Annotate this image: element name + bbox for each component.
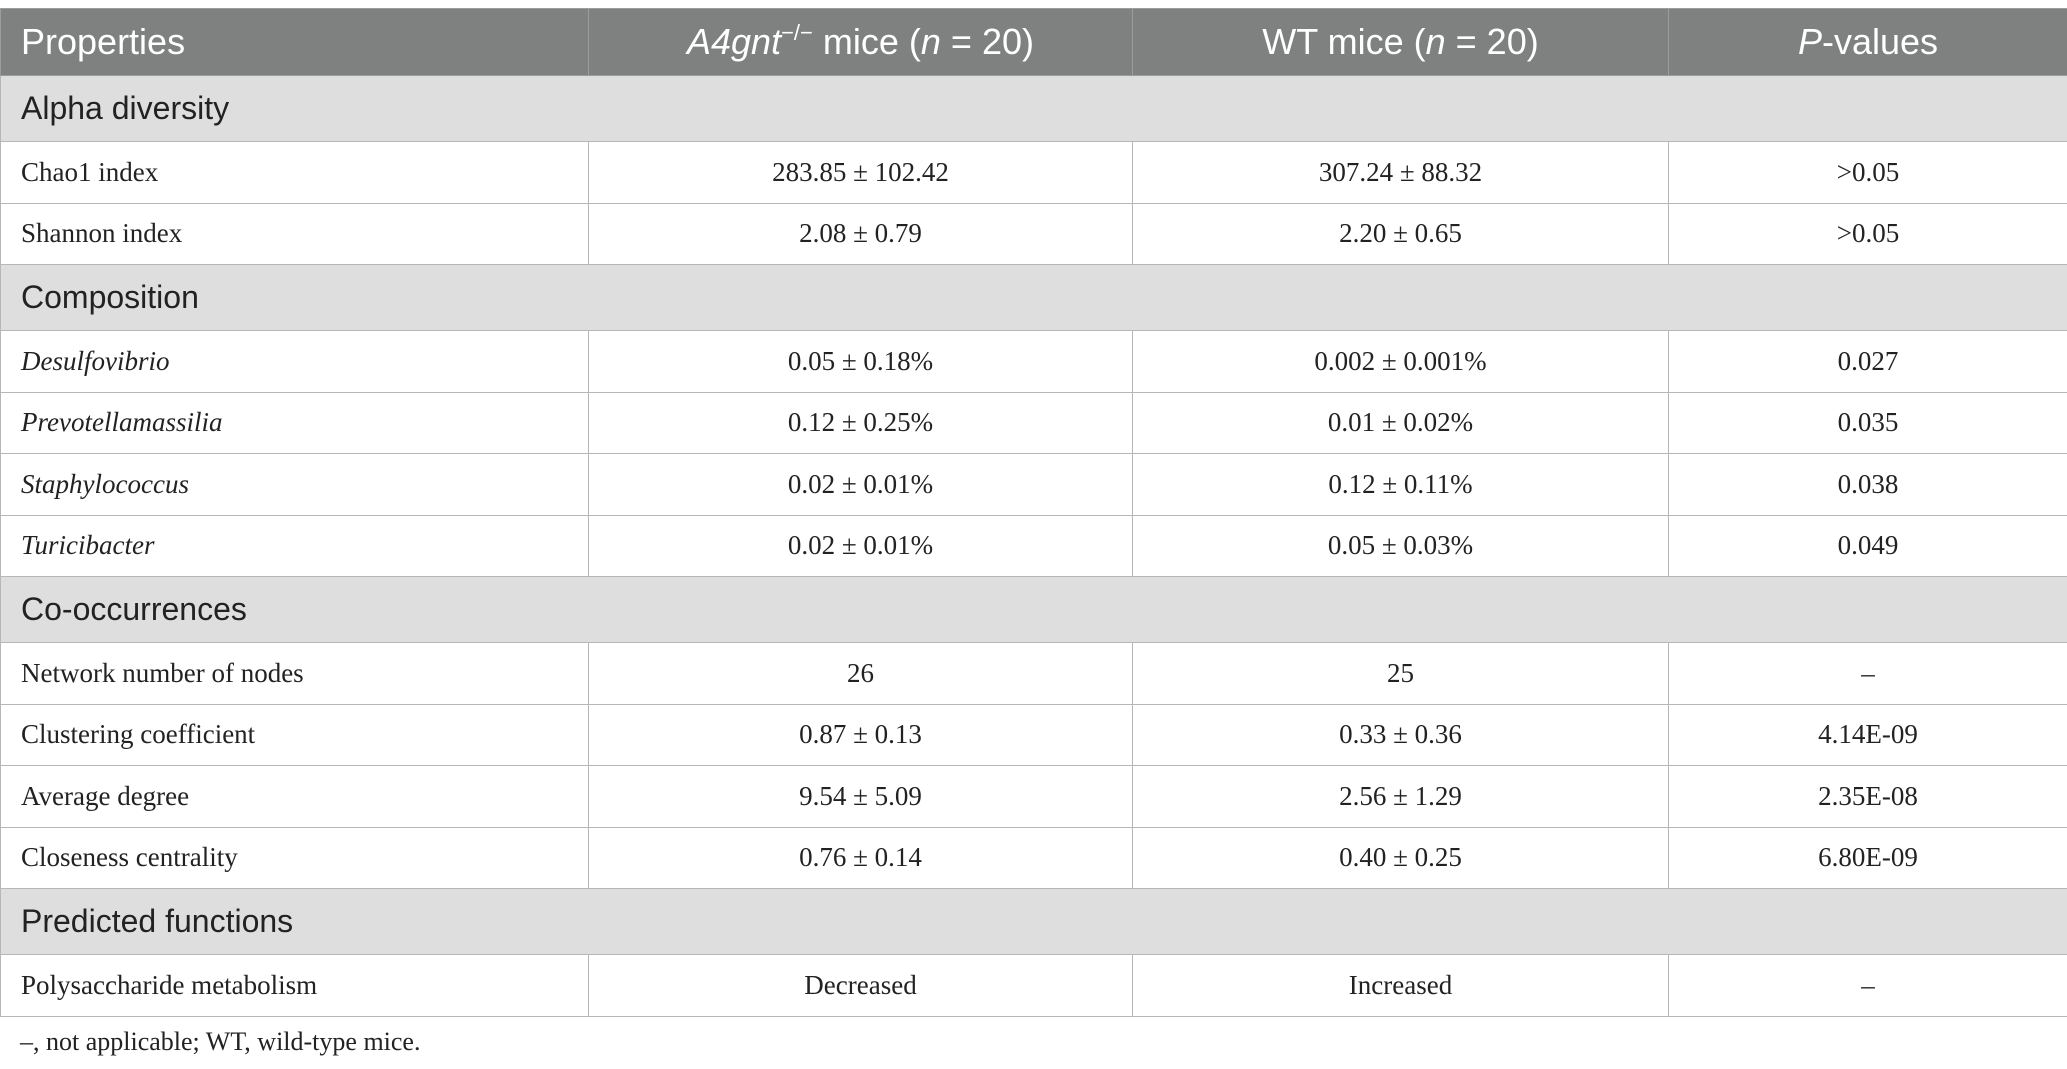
cell-a4gnt: 283.85 ± 102.42 [588, 141, 1133, 204]
cell-p-value: >0.05 [1668, 202, 2067, 265]
header-row: Properties A4gnt−/− mice (n = 20) WT mic… [0, 8, 2067, 76]
cell-wt: 0.12 ± 0.11% [1132, 453, 1669, 516]
section-row-co-occurrences: Co-occurrences [0, 576, 2067, 643]
table-row: Chao1 index 283.85 ± 102.42 307.24 ± 88.… [0, 141, 2067, 204]
header-a4gnt-count: = 20) [940, 21, 1034, 62]
row-label: Shannon index [0, 202, 589, 265]
row-label: Desulfovibrio [0, 330, 589, 393]
header-p-text: -values [1821, 21, 1939, 62]
header-wt-n: n [1425, 21, 1446, 62]
section-title: Predicted functions [0, 888, 2067, 955]
cell-wt: 2.56 ± 1.29 [1132, 765, 1669, 828]
cell-wt: 2.20 ± 0.65 [1132, 202, 1669, 265]
table-row: Clustering coefficient 0.87 ± 0.13 0.33 … [0, 703, 2067, 766]
header-properties: Properties [0, 8, 589, 76]
row-label: Clustering coefficient [0, 703, 589, 766]
cell-p-value: 0.049 [1668, 514, 2067, 577]
table-row: Polysaccharide metabolism Decreased Incr… [0, 954, 2067, 1017]
cell-p-value: 4.14E-09 [1668, 703, 2067, 766]
cell-p-value: >0.05 [1668, 141, 2067, 204]
cell-p-value: 0.038 [1668, 453, 2067, 516]
section-row-composition: Composition [0, 264, 2067, 331]
cell-p-value: 6.80E-09 [1668, 826, 2067, 889]
row-label: Closeness centrality [0, 826, 589, 889]
table-row: Closeness centrality 0.76 ± 0.14 0.40 ± … [0, 826, 2067, 889]
section-title: Composition [0, 264, 2067, 331]
header-p-values: P-values [1668, 8, 2067, 76]
section-title: Alpha diversity [0, 75, 2067, 142]
properties-table: Properties A4gnt−/− mice (n = 20) WT mic… [0, 8, 2067, 1017]
cell-p-value: – [1668, 954, 2067, 1017]
table-row: Shannon index 2.08 ± 0.79 2.20 ± 0.65 >0… [0, 202, 2067, 265]
header-wt-count: = 20) [1445, 21, 1539, 62]
table-row: Average degree 9.54 ± 5.09 2.56 ± 1.29 2… [0, 765, 2067, 828]
cell-a4gnt: 0.05 ± 0.18% [588, 330, 1133, 393]
cell-a4gnt: 0.87 ± 0.13 [588, 703, 1133, 766]
header-a4gnt-text: mice ( [812, 21, 921, 62]
cell-a4gnt: Decreased [588, 954, 1133, 1017]
row-label: Network number of nodes [0, 642, 589, 705]
cell-wt: 0.05 ± 0.03% [1132, 514, 1669, 577]
section-title: Co-occurrences [0, 576, 2067, 643]
header-a4gnt-genotype: −/− [781, 20, 813, 45]
cell-wt: 307.24 ± 88.32 [1132, 141, 1669, 204]
table-row: Prevotellamassilia 0.12 ± 0.25% 0.01 ± 0… [0, 391, 2067, 454]
table-row: Staphylococcus 0.02 ± 0.01% 0.12 ± 0.11%… [0, 453, 2067, 516]
row-label: Polysaccharide metabolism [0, 954, 589, 1017]
table-row: Desulfovibrio 0.05 ± 0.18% 0.002 ± 0.001… [0, 330, 2067, 393]
header-wt-mice: WT mice (n = 20) [1132, 8, 1669, 76]
table-footnote: –, not applicable; WT, wild-type mice. [20, 1027, 421, 1056]
row-label: Prevotellamassilia [0, 391, 589, 454]
header-a4gnt-n: n [920, 21, 941, 62]
cell-a4gnt: 0.02 ± 0.01% [588, 514, 1133, 577]
cell-wt: 25 [1132, 642, 1669, 705]
cell-a4gnt: 0.02 ± 0.01% [588, 453, 1133, 516]
cell-a4gnt: 2.08 ± 0.79 [588, 202, 1133, 265]
row-label: Average degree [0, 765, 589, 828]
cell-wt: 0.33 ± 0.36 [1132, 703, 1669, 766]
row-label: Staphylococcus [0, 453, 589, 516]
header-wt-text: WT mice ( [1262, 21, 1426, 62]
cell-a4gnt: 0.76 ± 0.14 [588, 826, 1133, 889]
header-a4gnt-mice: A4gnt−/− mice (n = 20) [588, 8, 1133, 76]
section-row-alpha-diversity: Alpha diversity [0, 75, 2067, 142]
row-label: Turicibacter [0, 514, 589, 577]
cell-wt: Increased [1132, 954, 1669, 1017]
cell-wt: 0.01 ± 0.02% [1132, 391, 1669, 454]
cell-wt: 0.002 ± 0.001% [1132, 330, 1669, 393]
cell-a4gnt: 9.54 ± 5.09 [588, 765, 1133, 828]
header-p-letter: P [1797, 21, 1822, 62]
cell-p-value: 2.35E-08 [1668, 765, 2067, 828]
cell-a4gnt: 0.12 ± 0.25% [588, 391, 1133, 454]
cell-p-value: 0.035 [1668, 391, 2067, 454]
cell-p-value: 0.027 [1668, 330, 2067, 393]
cell-p-value: – [1668, 642, 2067, 705]
table-row: Network number of nodes 26 25 – [0, 642, 2067, 705]
cell-wt: 0.40 ± 0.25 [1132, 826, 1669, 889]
table-row: Turicibacter 0.02 ± 0.01% 0.05 ± 0.03% 0… [0, 514, 2067, 577]
row-label: Chao1 index [0, 141, 589, 204]
section-row-predicted-functions: Predicted functions [0, 888, 2067, 955]
header-a4gnt-gene: A4gnt [687, 21, 782, 62]
cell-a4gnt: 26 [588, 642, 1133, 705]
